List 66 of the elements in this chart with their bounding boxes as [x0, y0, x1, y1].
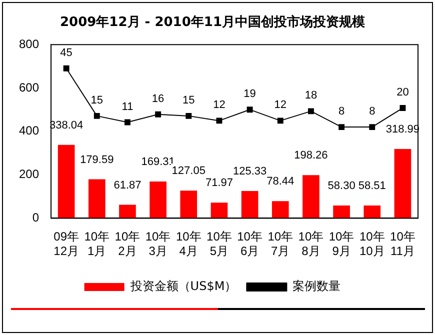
data-label: 15 — [182, 94, 195, 106]
x-tick-label: 10年 1月 — [84, 230, 110, 258]
y-tick-label: 600 — [18, 80, 40, 94]
point — [63, 65, 70, 72]
bar — [180, 190, 198, 218]
point — [400, 105, 406, 111]
point — [186, 112, 192, 119]
data-label: 18 — [304, 90, 318, 102]
point — [369, 124, 376, 130]
data-label: 19 — [244, 88, 256, 100]
data-label: 78.44 — [266, 176, 294, 188]
point — [338, 124, 345, 130]
y-tick-label: 200 — [18, 167, 40, 182]
data-label: 12 — [213, 99, 226, 112]
point — [155, 111, 162, 118]
point — [94, 112, 100, 119]
data-label: 8 — [338, 106, 345, 118]
data-label: 198.26 — [294, 150, 328, 162]
x-tick-label: 10年 2月 — [114, 230, 140, 258]
bar — [119, 204, 136, 218]
x-tick-label: 10年 6月 — [237, 230, 262, 258]
data-label: 11 — [122, 100, 134, 113]
data-label: 45 — [60, 46, 72, 59]
bar — [302, 175, 320, 218]
bar — [58, 144, 75, 218]
x-tick-label: 10年 11月 — [390, 230, 416, 258]
point — [277, 118, 284, 124]
data-label: 58.30 — [328, 180, 356, 192]
data-label: 20 — [396, 86, 409, 99]
bar — [150, 181, 166, 218]
x-tick-label: 10年 5月 — [206, 230, 232, 258]
data-label: 61.87 — [114, 179, 142, 192]
data-label: 12 — [274, 99, 287, 112]
y-tick-label: 0 — [32, 210, 40, 225]
bar — [88, 179, 106, 218]
x-tick-label: 10年 8月 — [298, 230, 324, 258]
data-label: 58.51 — [358, 180, 386, 192]
data-label: 16 — [152, 92, 164, 105]
x-tick-label: 10年 7月 — [268, 230, 294, 258]
bar — [333, 206, 350, 218]
x-tick-label: 10年 9月 — [328, 230, 354, 258]
bar — [241, 191, 258, 218]
x-tick-label: 10年 10月 — [359, 230, 385, 258]
x-tick-label: 10年 3月 — [145, 230, 171, 258]
data-label: 179.59 — [80, 154, 114, 166]
x-tick-label: 09年 12月 — [54, 230, 79, 258]
point — [216, 118, 222, 124]
x-tick-label: 10年 4月 — [176, 230, 202, 258]
bar — [394, 148, 412, 218]
point — [308, 108, 314, 114]
y-tick-label: 400 — [18, 124, 40, 138]
y-tick-label: 800 — [18, 36, 40, 51]
bar — [364, 206, 381, 218]
legend-label: 案例数量 — [292, 279, 341, 294]
data-label: 127.05 — [172, 165, 206, 178]
legend-label: 投资金额（US$M） — [129, 279, 237, 294]
data-label: 71.97 — [205, 177, 233, 190]
data-label: 15 — [90, 94, 104, 106]
data-label: 8 — [369, 106, 376, 118]
data-label: 169.31 — [141, 156, 175, 168]
point — [246, 106, 253, 113]
chart-title: 2009年12月 - 2010年11月中国创投市场投资规模 — [60, 14, 365, 30]
data-label: 125.33 — [232, 166, 267, 178]
point — [124, 119, 130, 126]
bar — [272, 201, 289, 218]
bar — [210, 202, 228, 218]
